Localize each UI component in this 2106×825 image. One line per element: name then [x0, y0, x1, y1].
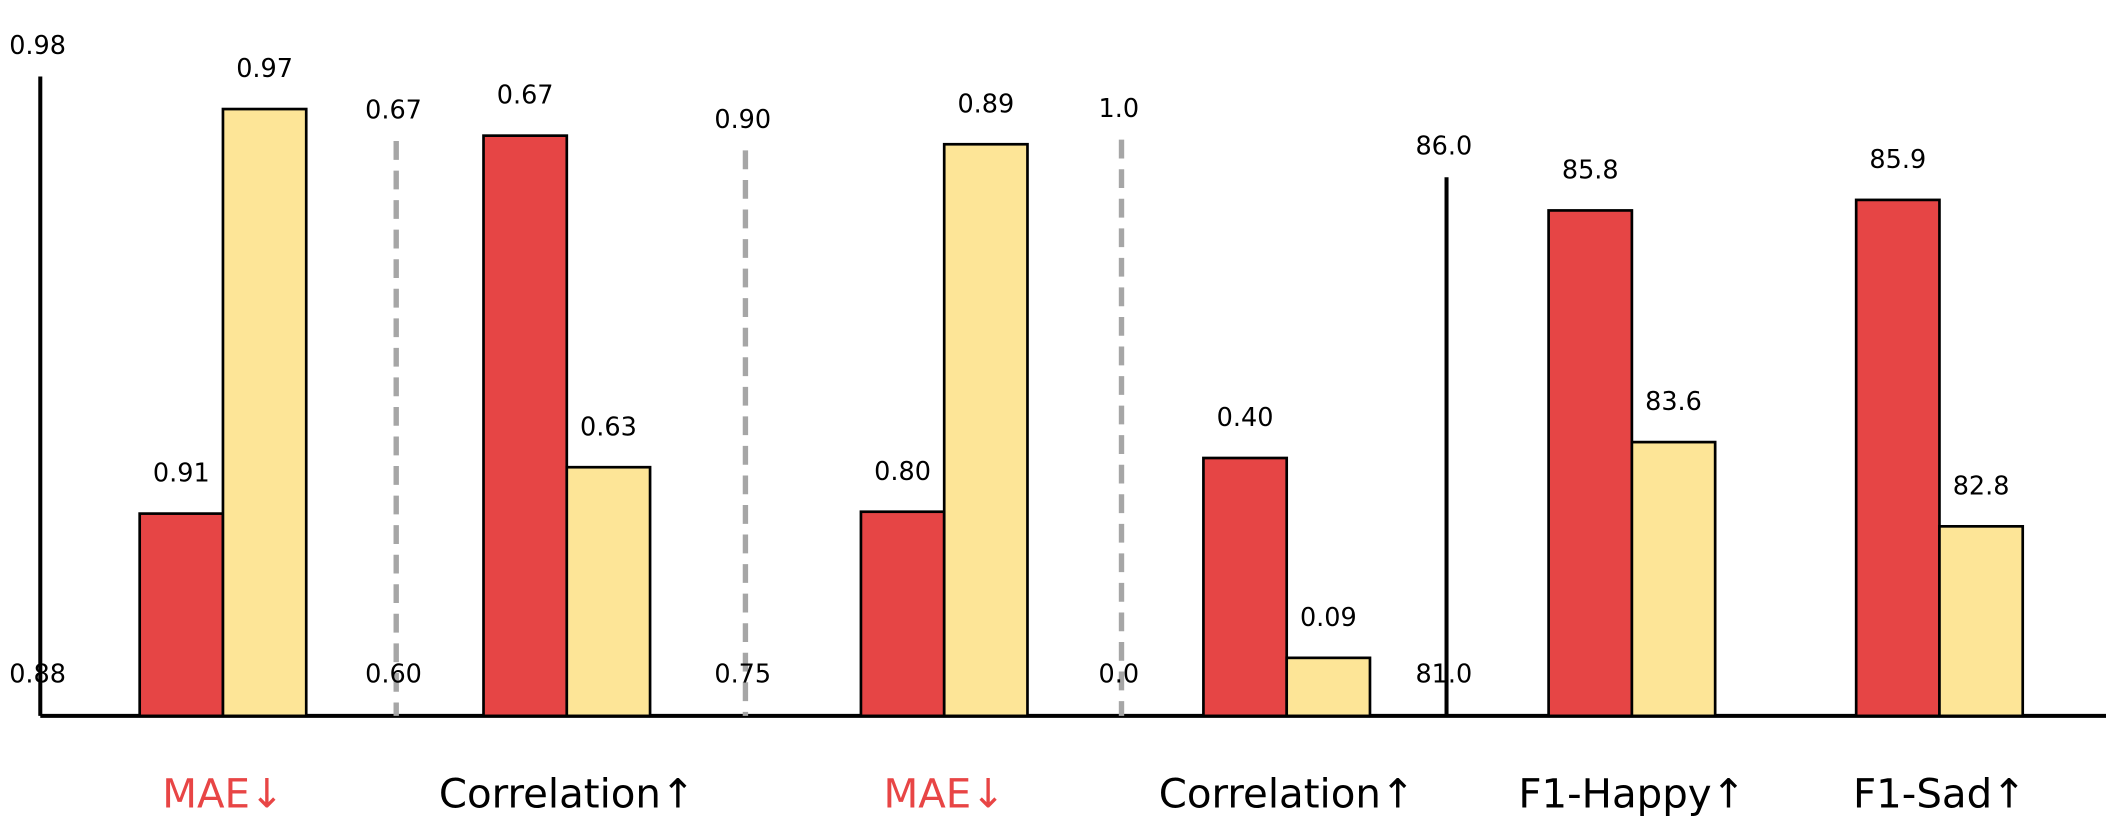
bar [1632, 442, 1715, 716]
y-tick-label: 0.60 [365, 660, 422, 690]
category-label: MAE↓ [162, 770, 284, 817]
category-label: MAE↓ [883, 770, 1005, 817]
chart: 0.88 0.98 0.91 0.97 MAE↓ 0.60 0.67 0.67 0.63 Corr… [0, 0, 2106, 825]
bar [1287, 658, 1370, 716]
value-label: 0.89 [957, 89, 1014, 119]
y-tick-label: 0.0 [1099, 660, 1140, 690]
y-tick-label: 0.75 [714, 660, 771, 690]
y-tick-label: 1.0 [1099, 94, 1140, 124]
page: {"chart_data": [ {"type": "bar", "catego… [0, 0, 2106, 825]
category-label: Correlation↑ [439, 770, 695, 817]
value-label: 0.80 [874, 457, 931, 487]
y-tick-label: 0.98 [9, 31, 66, 61]
y-tick-label: 0.67 [365, 95, 422, 125]
category-label: F1-Sad↑ [1853, 770, 2026, 817]
y-tick-label: 86.0 [1415, 132, 1472, 162]
value-label: 83.6 [1645, 387, 1702, 417]
value-label: 85.9 [1869, 145, 1926, 175]
value-label: 0.67 [497, 81, 554, 111]
value-label: 85.8 [1562, 155, 1619, 185]
bar [1549, 210, 1632, 715]
category-label: F1-Happy↑ [1518, 770, 1745, 817]
bar [1939, 526, 2022, 716]
bar [140, 514, 223, 716]
category-label: Correlation↑ [1159, 770, 1415, 817]
bar [1203, 458, 1286, 716]
bar [484, 136, 567, 716]
value-label: 0.91 [153, 459, 210, 489]
value-label: 82.8 [1953, 471, 2010, 501]
value-label: 0.63 [580, 412, 637, 442]
y-tick-label: 81.0 [1415, 660, 1472, 690]
bar [944, 144, 1027, 716]
y-tick-label: 0.88 [9, 660, 66, 690]
y-tick-label: 0.90 [714, 105, 771, 135]
bar [861, 512, 944, 716]
plot-area: 0.88 0.98 0.91 0.97 MAE↓ 0.60 0.67 0.67 0.63 Corr… [9, 31, 2106, 817]
value-label: 0.97 [236, 54, 293, 84]
value-label: 0.40 [1217, 403, 1274, 433]
bar [223, 109, 306, 716]
bar [1856, 200, 1939, 716]
bar [567, 467, 650, 716]
value-label: 0.09 [1300, 603, 1357, 633]
